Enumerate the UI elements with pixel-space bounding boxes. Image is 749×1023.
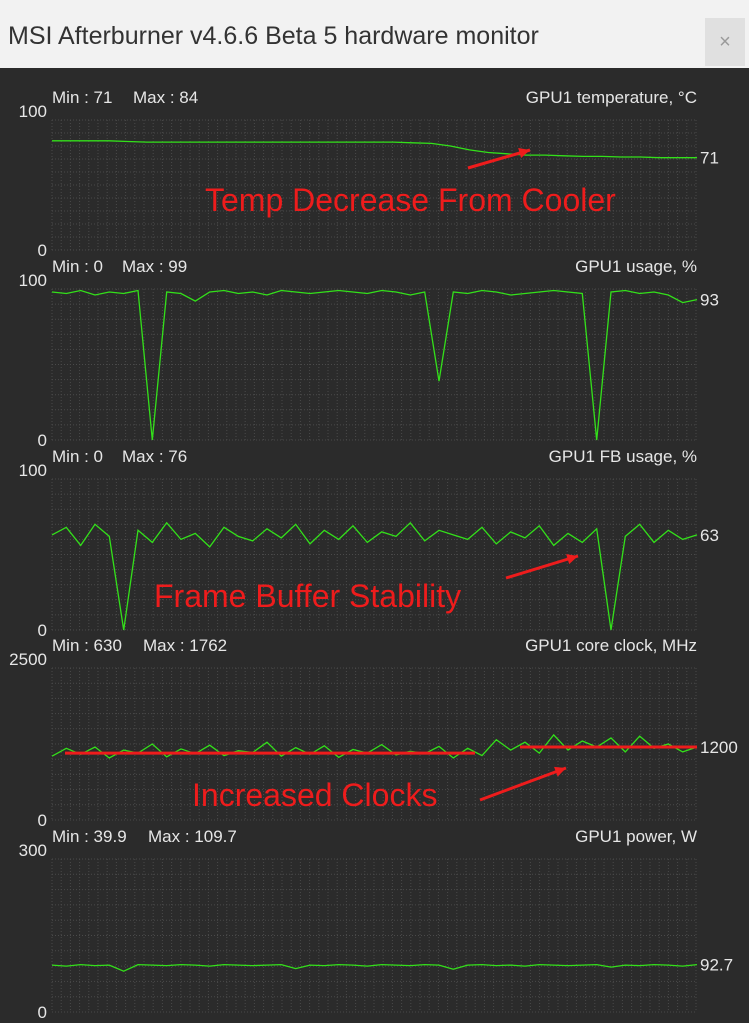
graph-power-title: GPU1 power, W — [575, 827, 697, 846]
annotation-temp-arrow — [467, 148, 531, 170]
graph-fb-min: Min : 0 — [52, 447, 103, 466]
graph-fb-ymin-label: 0 — [38, 621, 47, 640]
graph-fb-trace — [51, 521, 698, 631]
window-titlebar: MSI Afterburner v4.6.6 Beta 5 hardware m… — [0, 0, 749, 68]
annotation-clock-arrow — [479, 766, 567, 802]
graph-power-current-value: 92.7 — [700, 956, 733, 975]
graph-fb: Min : 0 Max : 76 GPU1 FB usage, % 100 0 63 — [19, 447, 719, 640]
annotation-frame-buffer: Frame Buffer Stability — [154, 578, 461, 614]
graph-fb-max: Max : 76 — [122, 447, 187, 466]
annotation-fb-arrow — [505, 554, 579, 580]
graph-temp-min: Min : 71 — [52, 88, 112, 107]
close-icon[interactable]: × — [705, 18, 745, 66]
graph-temp-trace — [52, 140, 697, 159]
graph-usage-title: GPU1 usage, % — [575, 257, 697, 276]
graph-power: Min : 39.9 Max : 109.7 GPU1 power, W 300 0 92… — [19, 827, 733, 1022]
graph-temp: Min : 71 Max : 84 GPU1 temperature, °C 100 0… — [19, 88, 719, 260]
graph-power-grid — [51, 858, 697, 1013]
annotation-increased-clocks: Increased Clocks — [192, 777, 437, 813]
graph-usage-min: Min : 0 — [52, 257, 103, 276]
graph-fb-grid — [51, 478, 697, 631]
monitor-graphs: Min : 71 Max : 84 GPU1 temperature, °C 100 0… — [9, 88, 738, 1022]
hardware-monitor: Min : 71 Max : 84 GPU1 temperature, °C 100 0… — [0, 68, 749, 1023]
graph-power-min: Min : 39.9 — [52, 827, 127, 846]
graph-temp-current-value: 71 — [700, 149, 719, 168]
graph-clock-current-value: 1200 — [700, 738, 738, 757]
graph-clock-max: Max : 1762 — [143, 636, 227, 655]
graph-clock-min: Min : 630 — [52, 636, 122, 655]
graph-power-trace — [51, 963, 698, 972]
graph-usage-ymax-label: 100 — [19, 271, 47, 290]
graph-usage-trace — [51, 289, 698, 441]
graph-clock-trace — [51, 733, 698, 759]
graph-temp-max: Max : 84 — [133, 88, 198, 107]
graph-usage-ymin-label: 0 — [38, 431, 47, 450]
graph-usage-current-value: 93 — [700, 291, 719, 310]
graph-clock-ymin-label: 0 — [38, 811, 47, 830]
graph-fb-current-value: 63 — [700, 526, 719, 545]
graph-usage: Min : 0 Max : 99 GPU1 usage, % 100 0 93 — [19, 257, 719, 450]
graph-clock-ymax-label: 2500 — [9, 650, 47, 669]
graph-power-ymax-label: 300 — [19, 841, 47, 860]
graph-fb-ymax-label: 100 — [19, 461, 47, 480]
graph-clock: Min : 630 Max : 1762 GPU1 core clock, MHz 2… — [9, 636, 738, 830]
graph-usage-max: Max : 99 — [122, 257, 187, 276]
graph-fb-title: GPU1 FB usage, % — [549, 447, 697, 466]
window-title: MSI Afterburner v4.6.6 Beta 5 hardware m… — [8, 22, 539, 50]
annotation-temp-decrease: Temp Decrease From Cooler — [205, 182, 616, 218]
graph-temp-title: GPU1 temperature, °C — [526, 88, 697, 107]
graph-temp-ymax-label: 100 — [19, 102, 47, 121]
graph-clock-title: GPU1 core clock, MHz — [525, 636, 697, 655]
graph-usage-grid — [51, 288, 697, 441]
graph-temp-ymin-label: 0 — [38, 241, 47, 260]
graph-power-max: Max : 109.7 — [148, 827, 237, 846]
graph-power-ymin-label: 0 — [38, 1003, 47, 1022]
